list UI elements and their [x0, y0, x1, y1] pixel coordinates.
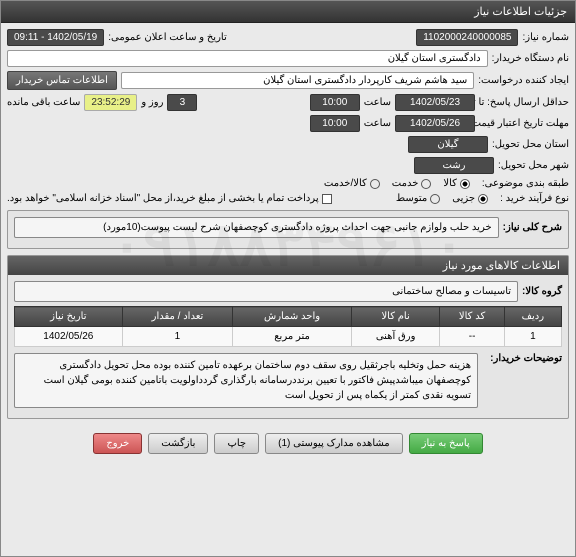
radio-medium-label: متوسط [396, 193, 427, 204]
time-label-2: ساعت [364, 118, 391, 129]
deadline-time: 10:00 [310, 94, 360, 111]
print-button[interactable]: چاپ [214, 433, 259, 454]
day-label: روز و [141, 97, 163, 108]
radio-service [421, 179, 431, 189]
th-row: ردیف [504, 307, 561, 327]
contact-info-button[interactable]: اطلاعات تماس خریدار [7, 71, 117, 90]
th-unit: واحد شمارش [233, 307, 352, 327]
city-label: شهر محل تحویل: [498, 160, 569, 171]
th-qty: تعداد / مقدار [122, 307, 233, 327]
attachments-button[interactable]: مشاهده مدارک پیوستی (1) [265, 433, 403, 454]
buyer-note-label: توضیحات خریدار: [482, 353, 562, 364]
validity-time: 10:00 [310, 115, 360, 132]
radio-goods-label: کالا [443, 178, 457, 189]
deadline-label: حداقل ارسال پاسخ: تا تاریخ: [479, 97, 569, 108]
radio-service-label: خدمت [392, 178, 419, 189]
validity-label: مهلت تاریخ اعتبار قیمت: تا تاریخ: [479, 118, 569, 129]
province-value: گیلان [408, 136, 488, 153]
validity-date: 1402/05/26 [395, 115, 475, 132]
category-label: طبقه بندی موضوعی: [482, 178, 569, 189]
radio-goods [460, 179, 470, 189]
radio-partial-label: جزیی [452, 193, 475, 204]
respond-button[interactable]: پاسخ به نیاز [409, 433, 483, 454]
th-date: تاریخ نیاز [15, 307, 123, 327]
deadline-date: 1402/05/23 [395, 94, 475, 111]
table-row: 1 -- ورق آهنی متر مربع 1 1402/05/26 [15, 327, 562, 347]
th-name: نام کالا [351, 307, 440, 327]
time-label-1: ساعت [364, 97, 391, 108]
province-label: استان محل تحویل: [492, 139, 569, 150]
td-name: ورق آهنی [351, 327, 440, 347]
checkbox-payment [322, 194, 332, 204]
goods-section-header: اطلاعات کالاهای مورد نیاز [8, 256, 568, 275]
creator-value: سید هاشم شریف کارپردار دادگستری استان گی… [121, 72, 474, 89]
general-desc-label: شرح کلی نیاز: [503, 222, 562, 233]
day-count: 3 [167, 94, 197, 111]
exit-button[interactable]: خروج [93, 433, 142, 454]
payment-note: پرداخت تمام یا بخشی از مبلغ خرید،از محل … [7, 193, 319, 204]
panel-header: جزئیات اطلاعات نیاز [1, 1, 575, 23]
radio-partial [478, 194, 488, 204]
goods-group-label: گروه کالا: [522, 286, 562, 297]
general-desc-value: خرید حلب ولوازم جانبی جهت احداث پروژه دا… [14, 217, 499, 238]
td-unit: متر مربع [233, 327, 352, 347]
radio-medium [430, 194, 440, 204]
td-code: -- [440, 327, 504, 347]
remaining-label: ساعت باقی مانده [7, 97, 80, 108]
back-button[interactable]: بازگشت [148, 433, 208, 454]
td-qty: 1 [122, 327, 233, 347]
goods-group-value: تاسیسات و مصالح ساختمانی [14, 281, 518, 302]
radio-both [370, 179, 380, 189]
timer-value: 23:52:29 [84, 94, 137, 111]
buyer-note-value: هزینه حمل وتخلیه باجرثقیل روی سقف دوم سا… [14, 353, 478, 408]
goods-table: ردیف کد کالا نام کالا واحد شمارش تعداد /… [14, 306, 562, 347]
request-no-label: شماره نیاز: [522, 32, 569, 43]
process-label: نوع فرآیند خرید : [500, 193, 569, 204]
announce-value: 1402/05/19 - 09:11 [7, 29, 104, 46]
announce-label: تاریخ و ساعت اعلان عمومی: [108, 32, 227, 43]
city-value: رشت [414, 157, 494, 174]
td-date: 1402/05/26 [15, 327, 123, 347]
buyer-org-value: دادگستری استان گیلان [7, 50, 488, 67]
radio-both-label: کالا/خدمت [324, 178, 367, 189]
buyer-org-label: نام دستگاه خریدار: [492, 53, 569, 64]
request-no-value: 1102000240000085 [416, 29, 518, 46]
td-row: 1 [504, 327, 561, 347]
th-code: کد کالا [440, 307, 504, 327]
creator-label: ایجاد کننده درخواست: [478, 75, 569, 86]
